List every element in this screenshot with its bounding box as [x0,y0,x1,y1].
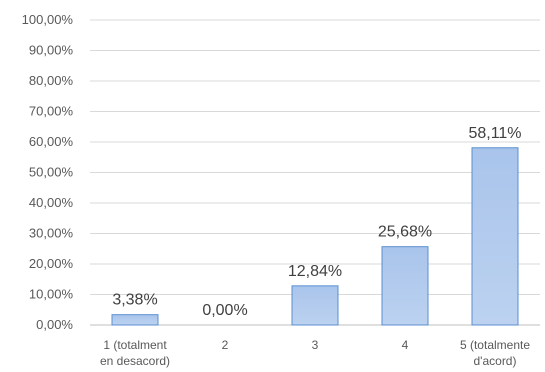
y-tick-label: 100,00% [22,12,74,27]
data-label: 0,00% [202,302,247,319]
y-tick-label: 30,00% [29,226,74,241]
y-tick-label: 60,00% [29,134,74,149]
x-axis-categories: 1 (totalment en desacord) 2 3 4 5 (totalmente… [100,338,530,368]
y-tick-label: 10,00% [29,287,74,302]
y-tick-label: 40,00% [29,195,74,210]
y-tick-label: 0,00% [36,317,73,332]
category-label: 5 (totalmente [460,338,530,352]
data-label: 3,38% [112,292,157,309]
y-axis-ticks: 0,00% 10,00% 20,00% 30,00% 40,00% 50,00% 60,00… [22,12,74,332]
data-label: 25,68% [378,224,432,241]
bars [111,147,519,326]
category-label: 1 (totalment [103,338,167,352]
bar [471,147,519,326]
bar [111,314,159,326]
gridlines [90,19,540,326]
category-label: 3 [312,338,319,352]
data-label: 12,84% [288,263,342,280]
y-tick-label: 80,00% [29,73,74,88]
category-label: 2 [222,338,229,352]
bar [381,246,429,326]
category-label: en desacord) [100,354,170,368]
data-label: 58,11% [468,125,521,142]
y-tick-label: 20,00% [29,256,74,271]
bar [291,285,339,326]
data-labels: 3,38% 0,00% 12,84% 25,68% 58,11% [112,125,521,319]
category-label: d'acord) [474,354,517,368]
y-tick-label: 50,00% [29,165,74,180]
y-tick-label: 70,00% [29,104,74,119]
category-label: 4 [402,338,409,352]
y-tick-label: 90,00% [29,43,74,58]
